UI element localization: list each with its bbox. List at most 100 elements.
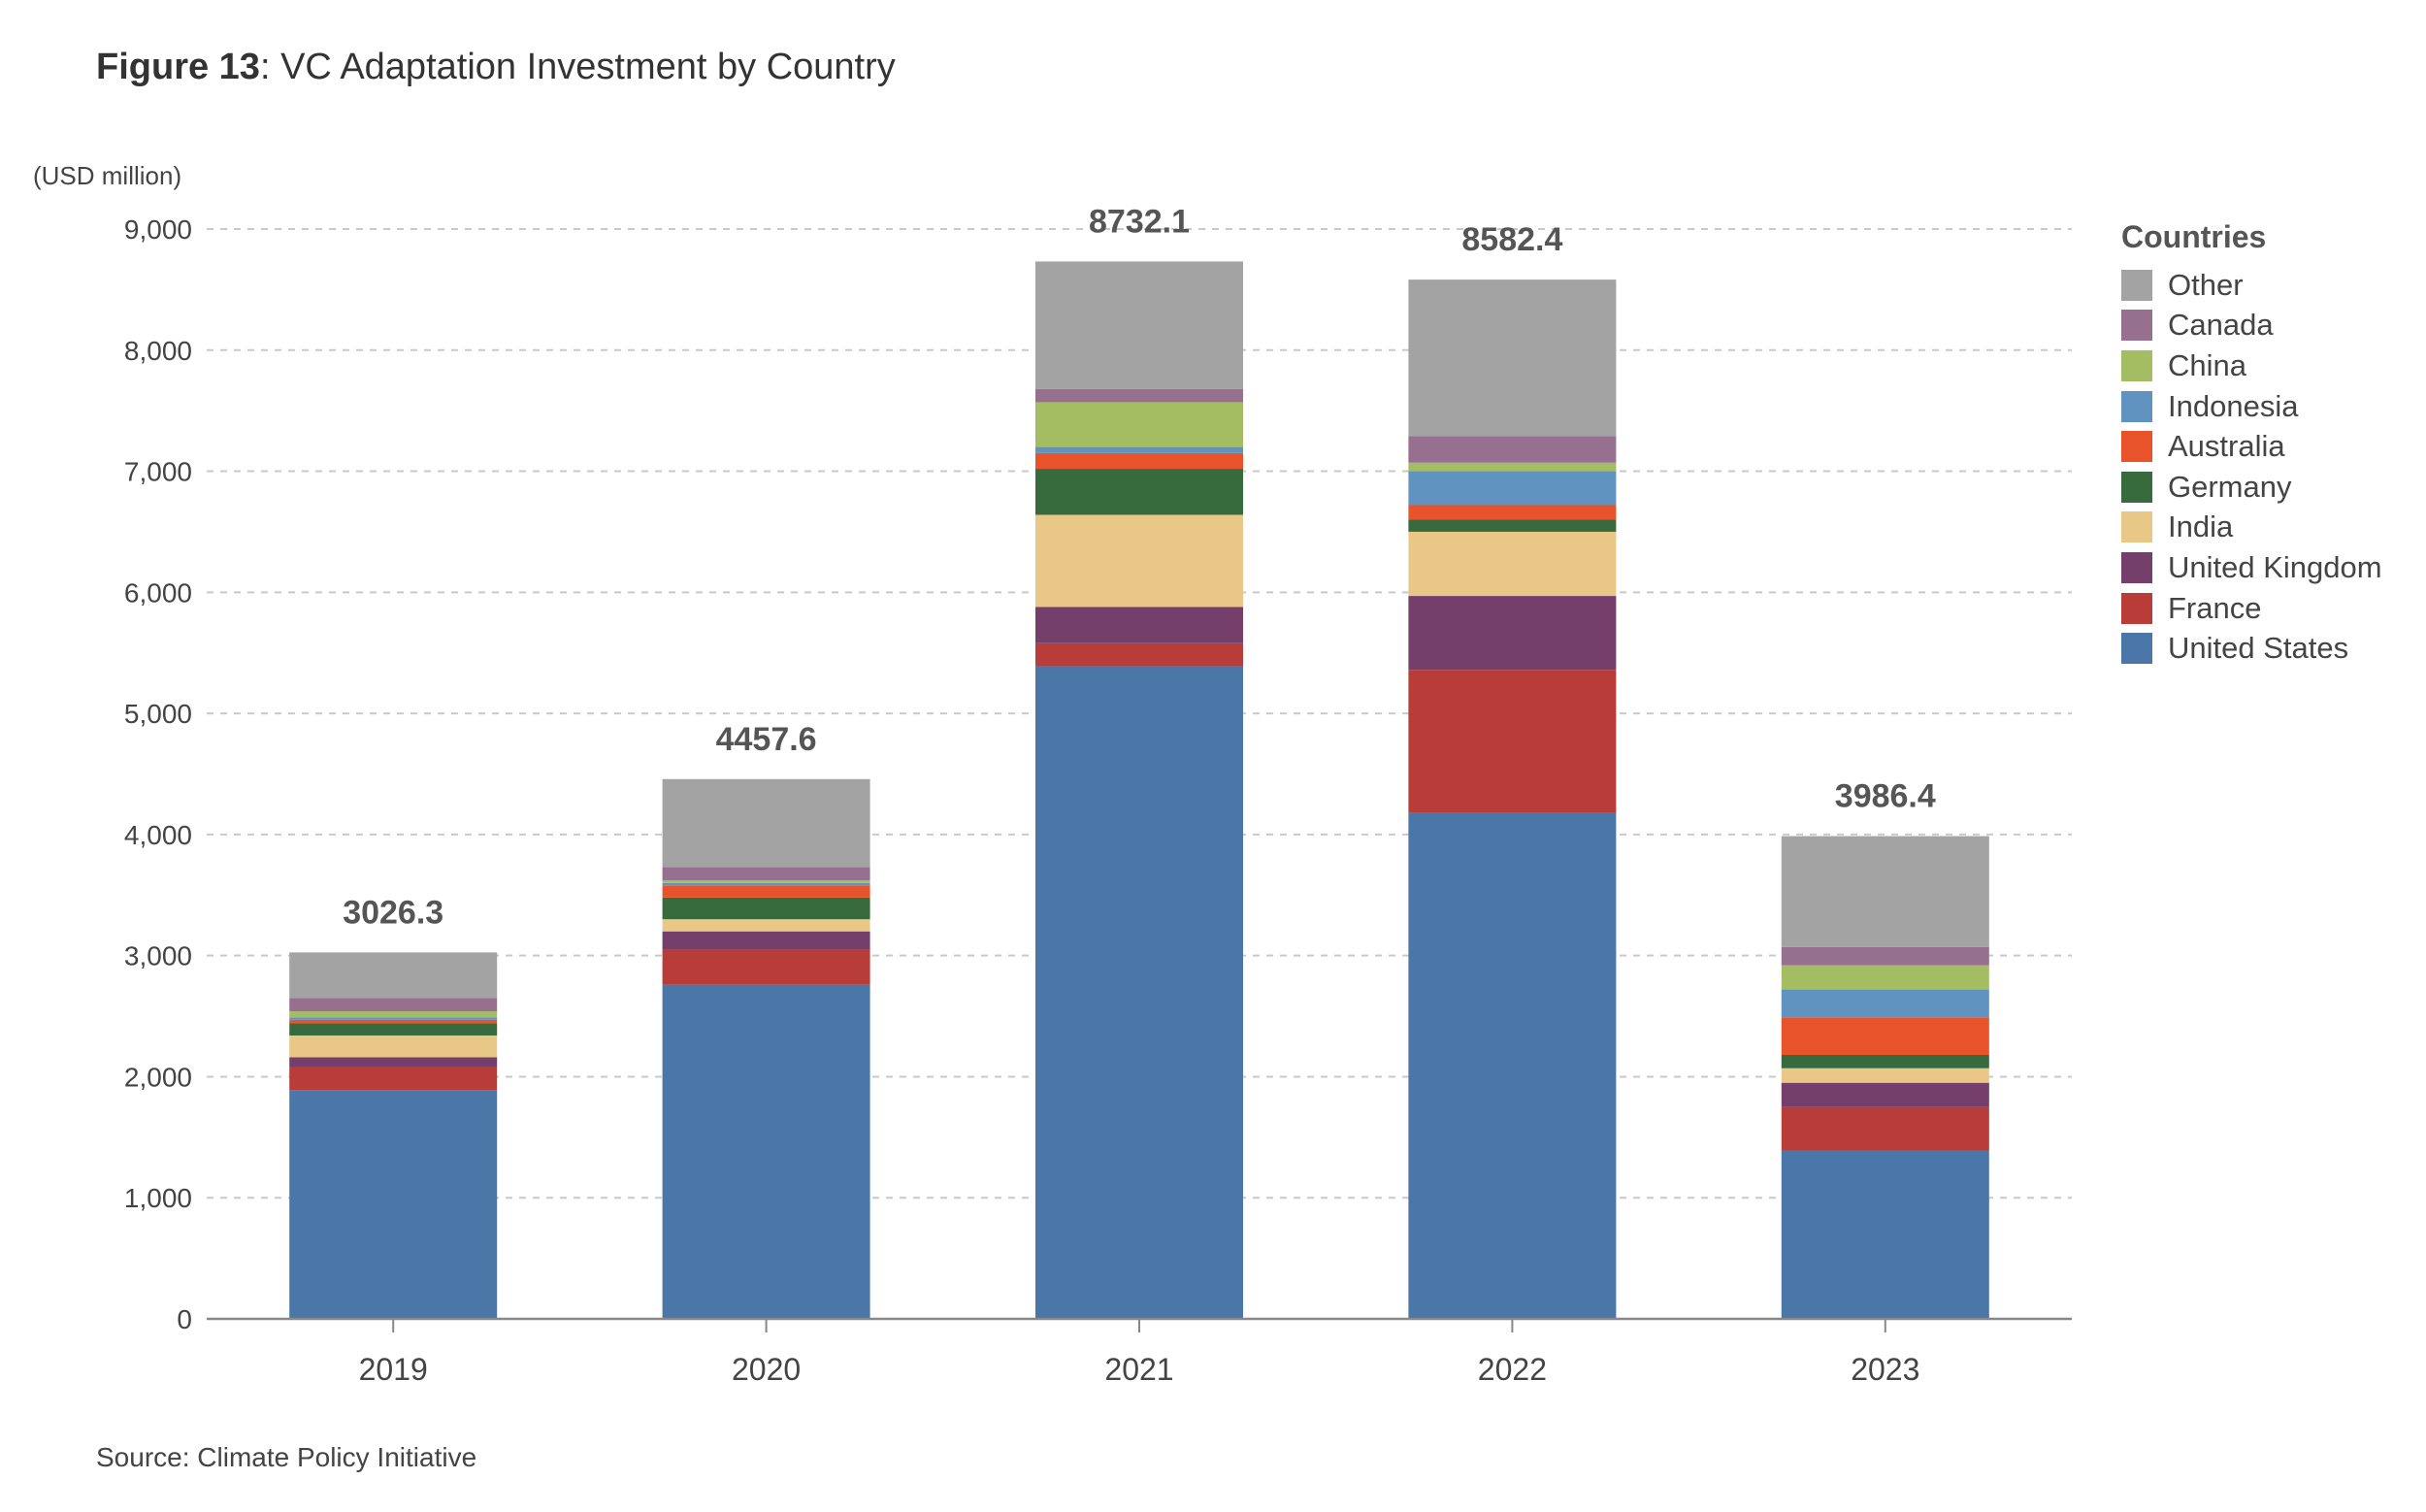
bar-segment-india — [1035, 514, 1243, 608]
bar-segment-france — [662, 949, 870, 985]
legend-label: India — [2168, 509, 2234, 544]
legend-swatch — [2121, 349, 2152, 381]
bar-segment-germany — [1035, 469, 1243, 515]
y-tick-label: 2,000 — [124, 1062, 192, 1092]
y-tick-label: 8,000 — [124, 336, 192, 366]
bar-segment-united-kingdom — [289, 1057, 498, 1068]
bar-segment-united-states — [1035, 666, 1243, 1319]
bar-segment-indonesia — [1035, 446, 1243, 453]
bar-segment-indonesia — [662, 882, 870, 886]
total-data-label: 8732.1 — [1089, 203, 1190, 240]
x-tick-label: 2021 — [1104, 1352, 1173, 1387]
legend-swatch — [2121, 511, 2152, 543]
legend-item: Indonesia — [2121, 386, 2382, 427]
bar-segment-other — [1781, 836, 1989, 947]
bar-segment-germany — [289, 1023, 498, 1036]
bar-segment-other — [1035, 261, 1243, 389]
bar-segment-canada — [1781, 946, 1989, 966]
bar-segment-india — [1408, 531, 1617, 597]
bar-segment-china — [1035, 402, 1243, 447]
legend-swatch — [2121, 592, 2152, 624]
total-data-label: 8582.4 — [1461, 221, 1562, 258]
legend-label: United Kingdom — [2168, 549, 2382, 584]
total-data-label: 3026.3 — [343, 894, 443, 931]
bar-segment-other — [289, 952, 498, 999]
y-tick-label: 3,000 — [124, 941, 192, 971]
total-data-label: 4457.6 — [716, 721, 817, 758]
bar-segment-australia — [662, 885, 870, 898]
bar-segment-australia — [1408, 505, 1617, 520]
legend-label: France — [2168, 590, 2262, 625]
bar-segment-china — [1408, 462, 1617, 472]
bar-segment-china — [662, 880, 870, 883]
bar-segment-indonesia — [1781, 989, 1989, 1018]
legend-label: Indonesia — [2168, 388, 2299, 423]
legend-label: Canada — [2168, 308, 2274, 343]
bar-segment-china — [289, 1011, 498, 1018]
legend: Countries Other Canada China Indonesia Austr… — [2121, 219, 2382, 669]
bar-segment-china — [1781, 965, 1989, 990]
legend-label: Other — [2168, 267, 2244, 302]
legend-swatch — [2121, 551, 2152, 583]
bar-segment-indonesia — [289, 1017, 498, 1020]
bar-segment-united-states — [1408, 812, 1617, 1319]
bar-segment-germany — [1781, 1054, 1989, 1068]
bar-segment-australia — [289, 1019, 498, 1024]
legend-item: Canada — [2121, 306, 2382, 346]
figure-title: : VC Adaptation Investment by Country — [259, 47, 896, 87]
source-note: Source: Climate Policy Initiative — [96, 1442, 477, 1472]
y-axis-unit-label: (USD million) — [33, 161, 182, 190]
x-tick-label: 2020 — [732, 1352, 801, 1387]
legend-label: United States — [2168, 631, 2349, 666]
legend-item: United States — [2121, 628, 2382, 669]
legend-item: France — [2121, 588, 2382, 629]
x-tick-label: 2023 — [1851, 1352, 1919, 1387]
bar-segment-canada — [289, 998, 498, 1012]
bar-segment-united-states — [1781, 1150, 1989, 1319]
legend-item: Germany — [2121, 467, 2382, 508]
legend-item: United Kingdom — [2121, 547, 2382, 588]
x-tick-label: 2022 — [1478, 1352, 1547, 1387]
figure-label: Figure 13 — [96, 47, 260, 87]
total-data-label: 3986.4 — [1835, 778, 1936, 815]
bar-segment-united-states — [662, 984, 870, 1319]
bar-segment-india — [662, 919, 870, 932]
y-tick-label: 7,000 — [124, 457, 192, 487]
legend-swatch — [2121, 390, 2152, 422]
legend-swatch — [2121, 310, 2152, 342]
y-tick-label: 1,000 — [124, 1183, 192, 1213]
bar-segment-australia — [1781, 1017, 1989, 1055]
chart-title: Figure 13: VC Adaptation Investment by C… — [96, 47, 896, 88]
legend-label: China — [2168, 347, 2246, 382]
legend-item: China — [2121, 345, 2382, 386]
bar-segment-canada — [1408, 436, 1617, 463]
legend-swatch — [2121, 633, 2152, 665]
bar-segment-united-kingdom — [1408, 596, 1617, 671]
bar-segment-france — [1035, 642, 1243, 667]
y-tick-label: 5,000 — [124, 699, 192, 729]
bar-segment-germany — [1408, 519, 1617, 532]
legend-swatch — [2121, 471, 2152, 503]
legend-title: Countries — [2121, 219, 2267, 254]
legend-item: Other — [2121, 265, 2382, 306]
legend-label: Australia — [2168, 429, 2285, 464]
legend-swatch — [2121, 431, 2152, 463]
bar-segment-canada — [662, 867, 870, 881]
bar-segment-france — [289, 1067, 498, 1091]
legend-items: Other Canada China Indonesia Australia German… — [2121, 265, 2382, 669]
y-tick-label: 4,000 — [124, 820, 192, 850]
bar-segment-canada — [1035, 388, 1243, 403]
bar-segment-united-kingdom — [662, 931, 870, 950]
legend-swatch — [2121, 269, 2152, 301]
bar-segment-india — [1781, 1068, 1989, 1083]
bar-segment-other — [662, 778, 870, 868]
bar-segment-other — [1408, 279, 1617, 437]
y-tick-label: 0 — [177, 1304, 192, 1334]
bar-segment-australia — [1035, 452, 1243, 470]
y-tick-label: 9,000 — [124, 214, 192, 245]
bar-segment-france — [1781, 1106, 1989, 1151]
bar-segment-germany — [662, 897, 870, 920]
y-tick-label: 6,000 — [124, 577, 192, 608]
x-tick-label: 2019 — [359, 1352, 428, 1387]
